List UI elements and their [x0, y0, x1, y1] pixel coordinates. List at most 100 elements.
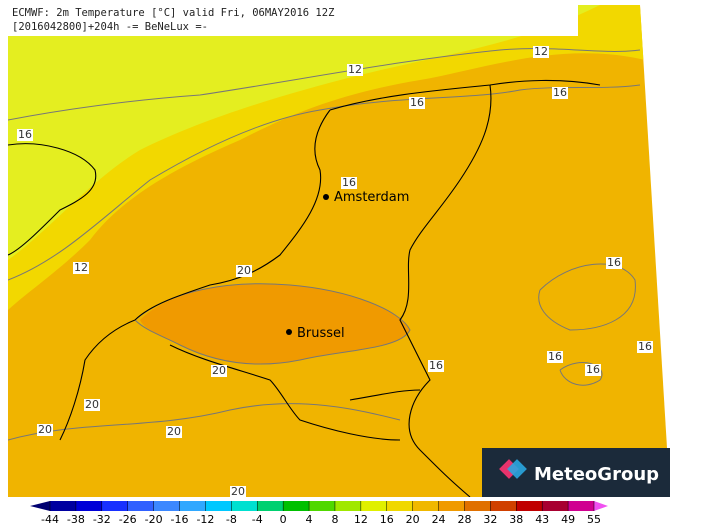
colorbar-tick-label: 16 — [380, 513, 394, 525]
contour-label-bg — [230, 486, 246, 498]
contour-label-text: 20 — [212, 364, 226, 377]
contour-label-bg — [606, 257, 622, 269]
contour-label-text: 16 — [342, 176, 356, 189]
contour-label-bg — [585, 364, 601, 376]
contour-label: 16 — [552, 86, 568, 99]
contour-label: 16 — [585, 363, 601, 376]
contour-label-text: 12 — [348, 63, 362, 76]
colorbar-swatch — [464, 501, 491, 511]
colorbar-tick-label: 12 — [354, 513, 368, 525]
colorbar-swatch — [568, 501, 595, 511]
colorbar-tick-label: -8 — [226, 513, 237, 525]
contour-label-bg — [547, 351, 563, 363]
contour-label: 12 — [533, 45, 549, 58]
contour-label: 16 — [637, 340, 653, 353]
contour-label-bg — [428, 360, 444, 372]
header-line: ECMWF: 2m Temperature [°C] valid Fri, 06… — [12, 7, 334, 19]
contour-label: 20 — [84, 398, 100, 411]
contour-label-bg — [84, 399, 100, 411]
colorbar-swatch — [153, 501, 181, 511]
colorbar-arrow — [594, 501, 608, 511]
header-box — [8, 5, 578, 36]
contour-label-text: 20 — [231, 485, 245, 498]
colorbar-tick-label: 38 — [509, 513, 523, 525]
colorbar-swatch — [412, 501, 440, 511]
contour-label-bg — [17, 129, 33, 141]
city-markers — [286, 194, 329, 335]
colorbar-tick-label: -44 — [41, 513, 59, 525]
contour-label-bg — [637, 341, 653, 353]
colorbar-swatch — [360, 501, 388, 511]
colorbar-tick-label: -26 — [119, 513, 137, 525]
colorbar-swatch — [309, 501, 336, 511]
contour-label-text: 16 — [553, 86, 567, 99]
colorbar-swatch — [50, 501, 77, 511]
colorbar-swatch — [231, 501, 258, 511]
contour-label: 20 — [37, 423, 53, 436]
colorbar-swatch — [386, 501, 414, 511]
contour-label-text: 20 — [85, 398, 99, 411]
contour-label-text: 16 — [429, 359, 443, 372]
colorbar-swatch — [205, 501, 232, 511]
colorbar-arrow — [30, 501, 50, 511]
contour-label-bg — [533, 46, 549, 58]
contour-label-bg — [552, 87, 568, 99]
contours — [8, 48, 641, 441]
contour-label: 20 — [230, 485, 246, 498]
colorbar-swatch — [516, 501, 543, 511]
header-line: [2016042800]+204h -= BeNeLux =- — [12, 21, 208, 33]
colorbar-tick-label: -32 — [93, 513, 111, 525]
colorbar-swatch — [542, 501, 569, 511]
logo-text: MeteoGroup — [534, 464, 659, 485]
contour-label-bg — [409, 97, 425, 109]
contour-label-text: 16 — [548, 350, 562, 363]
colorbar-tick-label: 55 — [587, 513, 601, 525]
contour-label-text: 12 — [534, 45, 548, 58]
colorbar-tick-label: 43 — [535, 513, 549, 525]
contour-label-text: 16 — [586, 363, 600, 376]
contour-label: 16 — [428, 359, 444, 372]
contour-label: 20 — [236, 264, 252, 277]
colorbar-swatch — [334, 501, 362, 511]
colorbar-swatch — [257, 501, 284, 511]
colorbar-swatch — [179, 501, 206, 511]
contour-label: 16 — [409, 96, 425, 109]
logo-icon — [499, 459, 527, 479]
colorbar-swatch — [75, 501, 103, 511]
colorbar-tick-label: 49 — [561, 513, 575, 525]
contour-label-text: 20 — [167, 425, 181, 438]
contour-label: 12 — [73, 261, 89, 274]
colorbar-tick-label: -20 — [145, 513, 163, 525]
contour-label-bg — [166, 426, 182, 438]
colorbar-tick-label: 20 — [406, 513, 420, 525]
contour-label-bg — [236, 265, 252, 277]
contour-label: 16 — [547, 350, 563, 363]
contour-label-bg — [211, 365, 227, 377]
contour-label: 20 — [211, 364, 227, 377]
colorbar: -44 -38 -32 -26 -20 -16 -12 -8 -4 0 4 8 12 16 20 24 28 32… — [30, 501, 608, 525]
contour-label: 16 — [606, 256, 622, 269]
colorbar-tick-label: -12 — [196, 513, 214, 525]
contour-label-text: 20 — [237, 264, 251, 277]
contour-label: 12 — [347, 63, 363, 76]
contour-label-bg — [73, 262, 89, 274]
colorbar-tick-label: 24 — [432, 513, 446, 525]
contour-label-bg — [341, 177, 357, 189]
contour-label: 20 — [166, 425, 182, 438]
colorbar-tick-label: 0 — [280, 513, 287, 525]
colorbar-tick-label: 8 — [331, 513, 338, 525]
colorbar-tick-label: -38 — [67, 513, 85, 525]
colorbar-tick-label: -16 — [171, 513, 189, 525]
contour-label-text: 16 — [607, 256, 621, 269]
colorbar-swatch — [438, 501, 465, 511]
colorbar-tick-label: 4 — [306, 513, 313, 525]
contour-label-text: 16 — [18, 128, 32, 141]
contour-label-bg — [347, 64, 363, 76]
contour-label-text: 12 — [74, 261, 88, 274]
city-label: Amsterdam — [334, 190, 409, 205]
contour-label-bg — [37, 424, 53, 436]
colorbar-swatch — [283, 501, 310, 511]
colorbar-tick-label: 32 — [483, 513, 497, 525]
